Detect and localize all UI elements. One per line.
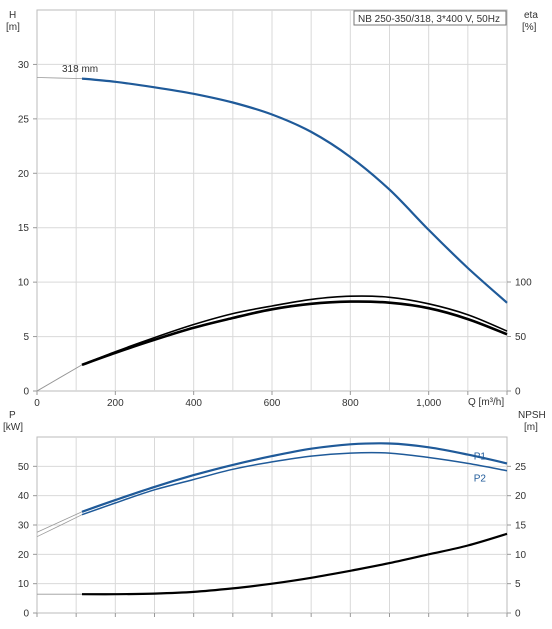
x-tick-label: 600 <box>264 398 281 409</box>
efficiency-tick-label: 0 <box>515 387 521 398</box>
performance-curves <box>36 77 508 392</box>
efficiency-tick-label: 100 <box>515 278 532 289</box>
h-extrapolated-curve <box>36 77 83 79</box>
head-axis-label: H <box>9 10 16 21</box>
p1-curve <box>81 442 508 513</box>
head-tick-label: 25 <box>18 114 30 125</box>
head-tick-label: 5 <box>23 332 29 343</box>
npsh-tick-label: 10 <box>515 550 527 561</box>
x-tick-label: 0 <box>34 398 40 409</box>
power-tick-label: 30 <box>18 521 30 532</box>
flow-axis-ticks: 0 200 400 600 800 1,000 <box>34 391 508 409</box>
eta-lower-curve <box>81 300 508 367</box>
head-axis-ticks: 0 5 10 15 20 25 30 <box>18 60 37 398</box>
h-curve <box>81 77 508 304</box>
chart-title: NB 250-350/318, 3*400 V, 50Hz <box>358 14 500 25</box>
head-tick-label: 15 <box>18 223 30 234</box>
eta-upper-curve <box>81 295 508 366</box>
power-tick-label: 20 <box>18 550 30 561</box>
npsh-tick-label: 25 <box>515 462 527 473</box>
npsh-tick-label: 5 <box>515 579 521 590</box>
head-tick-label: 30 <box>18 60 30 71</box>
power-tick-label: 50 <box>18 462 30 473</box>
p1-series-label: P1 <box>474 451 487 462</box>
power-axis-label: P <box>9 410 16 421</box>
efficiency-axis-unit: [%] <box>522 22 537 33</box>
title-box <box>353 10 507 26</box>
efficiency-tick-label: 50 <box>515 332 527 343</box>
p1-extrapolated-curve <box>36 511 83 533</box>
npsh-tick-label: 15 <box>515 521 527 532</box>
x-tick-label: 200 <box>107 398 124 409</box>
power-axis-ticks: 0 10 20 30 40 50 <box>18 462 37 620</box>
x-tick-label: 400 <box>185 398 202 409</box>
eta-lower-extrapolated-curve <box>36 364 83 392</box>
head-tick-label: 10 <box>18 278 30 289</box>
npsh-axis-unit: [m] <box>524 422 538 433</box>
power-tick-label: 0 <box>23 609 29 620</box>
power-tick-label: 10 <box>18 579 30 590</box>
x-tick-label: 1,000 <box>416 398 441 409</box>
npsh-curve <box>81 532 508 596</box>
efficiency-axis-ticks: 0 50 100 <box>507 278 532 398</box>
power-npsh-curves: P1 P2 <box>36 442 508 596</box>
npsh-tick-label: 0 <box>515 609 521 620</box>
performance-panel: 0 200 400 600 800 1,000 0 5 10 15 20 25 30 0 50 100 H… <box>6 9 538 409</box>
npsh-axis-label: NPSH <box>518 410 546 421</box>
p2-series-label: P2 <box>474 474 487 485</box>
power-npsh-panel: 0 10 20 30 40 50 0 5 10 15 20 25 P [kW] NPSH [m] P… <box>3 410 546 620</box>
impeller-diameter-label: 318 mm <box>62 64 98 75</box>
head-tick-label: 20 <box>18 169 30 180</box>
head-axis-unit: [m] <box>6 22 20 33</box>
head-tick-label: 0 <box>23 387 29 398</box>
power-grid <box>36 437 508 617</box>
p2-curve <box>81 451 508 516</box>
power-axis-unit: [kW] <box>3 422 23 433</box>
power-tick-label: 40 <box>18 491 30 502</box>
x-tick-label: 800 <box>342 398 359 409</box>
performance-grid <box>37 10 507 391</box>
flow-axis-unit: Q [m³/h] <box>468 397 504 408</box>
efficiency-axis-label: eta <box>524 10 538 21</box>
npsh-axis-ticks: 0 5 10 15 20 25 <box>507 462 527 620</box>
npsh-tick-label: 20 <box>515 491 527 502</box>
p2-extrapolated-curve <box>36 514 83 538</box>
